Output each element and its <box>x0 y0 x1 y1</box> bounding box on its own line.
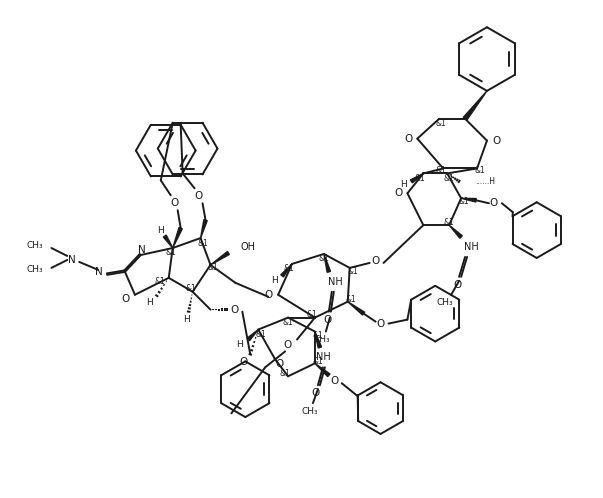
Text: &1: &1 <box>197 239 208 248</box>
Polygon shape <box>201 220 207 238</box>
Text: H: H <box>271 276 278 285</box>
Text: O: O <box>264 290 272 300</box>
Polygon shape <box>172 228 182 248</box>
Text: O: O <box>171 198 179 208</box>
Text: CH₃: CH₃ <box>302 406 318 416</box>
Polygon shape <box>315 332 321 348</box>
Text: O: O <box>404 133 412 143</box>
Text: &1: &1 <box>280 369 291 378</box>
Text: &1: &1 <box>444 218 455 227</box>
Text: &1: &1 <box>283 264 294 273</box>
Text: NH: NH <box>315 353 330 363</box>
Polygon shape <box>315 364 330 376</box>
Text: &1: &1 <box>318 254 329 263</box>
Text: &1: &1 <box>165 249 176 257</box>
Text: O: O <box>284 341 292 351</box>
Polygon shape <box>247 330 258 341</box>
Text: &1: &1 <box>154 277 165 286</box>
Text: O: O <box>275 360 283 370</box>
Text: &1: &1 <box>256 330 267 339</box>
Text: &1: &1 <box>436 119 447 128</box>
Text: H: H <box>157 226 164 235</box>
Text: &1: &1 <box>312 357 323 366</box>
Text: &1: &1 <box>436 166 447 175</box>
Text: NH: NH <box>329 277 343 287</box>
Text: OH: OH <box>241 242 255 252</box>
Text: &1: &1 <box>475 166 485 175</box>
Text: O: O <box>230 305 239 315</box>
Polygon shape <box>463 91 487 120</box>
Text: &1: &1 <box>347 267 358 276</box>
Polygon shape <box>210 251 229 265</box>
Text: N: N <box>68 255 75 265</box>
Text: O: O <box>122 294 130 304</box>
Text: &1: &1 <box>415 174 426 183</box>
Text: NH: NH <box>464 242 478 252</box>
Text: CH₃: CH₃ <box>437 298 453 307</box>
Text: O: O <box>394 188 402 198</box>
Text: O: O <box>492 135 500 145</box>
Text: O: O <box>330 376 339 386</box>
Text: H: H <box>183 315 190 324</box>
Text: O: O <box>490 198 498 208</box>
Polygon shape <box>281 264 292 277</box>
Text: O: O <box>312 388 320 398</box>
Text: N: N <box>95 267 103 277</box>
Polygon shape <box>348 302 365 315</box>
Polygon shape <box>411 173 423 183</box>
Polygon shape <box>163 235 172 248</box>
Text: CH₃: CH₃ <box>314 335 330 344</box>
Text: O: O <box>371 256 380 266</box>
Text: N: N <box>138 245 146 255</box>
Text: &1: &1 <box>185 284 196 293</box>
Text: &1: &1 <box>444 174 455 183</box>
Text: H: H <box>236 340 244 349</box>
Text: O: O <box>239 358 247 368</box>
Text: H: H <box>400 180 406 189</box>
Text: &1: &1 <box>346 295 356 304</box>
Text: O: O <box>194 191 203 201</box>
Polygon shape <box>461 198 476 202</box>
Text: O: O <box>453 280 461 290</box>
Text: &1: &1 <box>283 318 294 327</box>
Polygon shape <box>449 225 463 239</box>
Text: &1: &1 <box>207 263 218 272</box>
Text: CH₃: CH₃ <box>27 241 43 249</box>
Text: ......H: ......H <box>475 177 495 186</box>
Text: &1: &1 <box>459 197 470 206</box>
Text: &1: &1 <box>312 331 323 340</box>
Text: O: O <box>324 315 332 325</box>
Text: &1: &1 <box>306 310 317 319</box>
Text: O: O <box>376 319 385 329</box>
Text: H: H <box>146 298 153 307</box>
Text: CH₃: CH₃ <box>27 265 43 274</box>
Polygon shape <box>324 254 330 272</box>
